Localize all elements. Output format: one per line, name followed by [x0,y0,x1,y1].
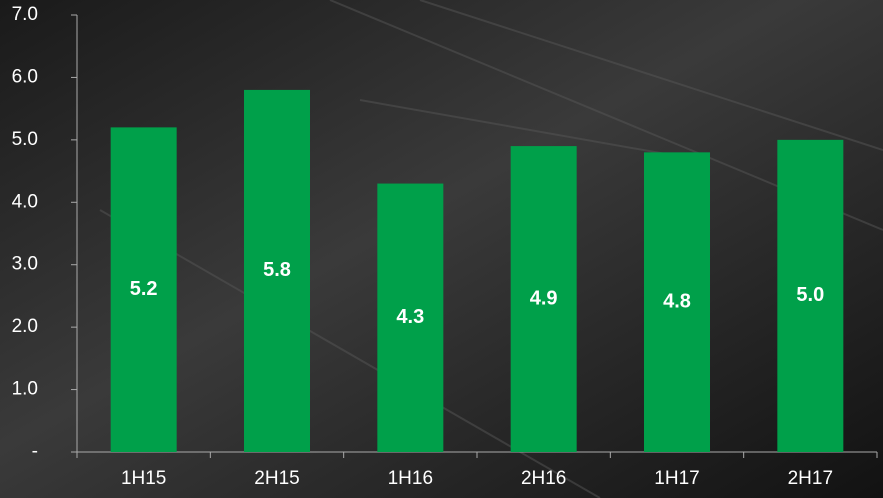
value-label: 4.8 [663,290,691,312]
value-label: 4.3 [396,306,424,328]
bar [510,146,577,452]
y-tick-label: 3.0 [12,254,38,275]
x-tick-label: 1H15 [121,468,166,489]
bar [644,152,710,453]
y-tick-label: 1.0 [12,379,38,400]
y-tick-label: 4.0 [12,191,38,212]
value-label: 5.8 [263,259,291,281]
bar [244,89,310,453]
y-tick-label: 7.0 [12,4,38,25]
x-tick-label: 1H16 [388,468,433,489]
value-label: 4.9 [530,287,558,309]
y-tick-label: - [32,441,38,462]
x-tick-label: 2H15 [254,468,299,489]
bar [377,183,444,453]
value-label: 5.0 [796,284,824,306]
bar [777,139,844,452]
value-label: 5.2 [130,278,158,300]
background-streaks [99,0,883,498]
x-tick-label: 2H17 [788,468,833,489]
y-tick-label: 5.0 [12,129,38,150]
y-tick-label: 2.0 [12,316,38,337]
y-tick-label: 6.0 [12,66,38,87]
bar [110,127,177,452]
x-tick-label: 1H17 [654,468,699,489]
x-tick-label: 2H16 [521,468,566,489]
